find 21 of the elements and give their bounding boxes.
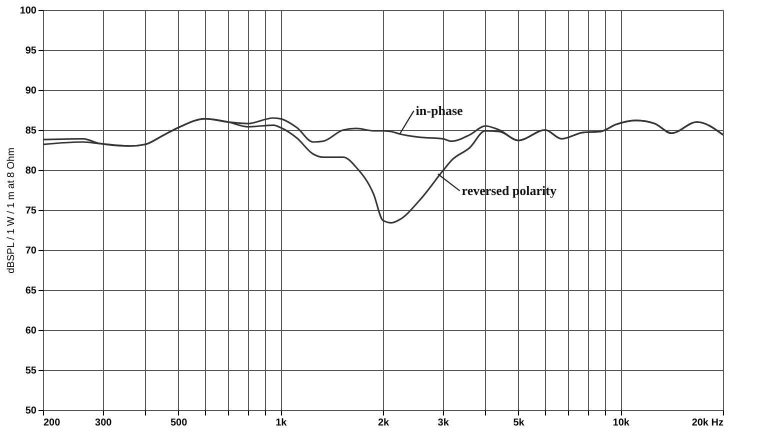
x-tick-label: 2k <box>378 418 390 428</box>
x-tick-label: 5k <box>513 418 525 428</box>
x-tick-label: 300 <box>95 418 112 428</box>
x-tick-label: 200 <box>44 418 61 428</box>
y-tick-label: 70 <box>25 246 37 256</box>
y-tick-label: 50 <box>25 406 37 416</box>
x-tick-label: 1k <box>276 418 288 428</box>
y-tick-label: 90 <box>25 86 37 96</box>
y-tick-label: 85 <box>25 126 37 136</box>
x-tick-label: 10k <box>612 418 630 428</box>
y-tick-label: 100 <box>20 6 37 16</box>
y-tick-label: 80 <box>25 166 37 176</box>
x-tick-label: 20k Hz <box>692 418 724 428</box>
y-tick-label: 60 <box>25 326 37 336</box>
y-tick-label: 75 <box>25 206 37 216</box>
y-tick-label: 55 <box>25 366 37 376</box>
x-tick-label: 3k <box>438 418 450 428</box>
y-tick-label: 95 <box>25 46 37 56</box>
x-tick-label: 500 <box>170 418 188 428</box>
y-tick-label: 65 <box>25 286 37 296</box>
y-axis-title: dBSPL / 1 W / 1 m at 8 Ohm <box>6 148 17 274</box>
